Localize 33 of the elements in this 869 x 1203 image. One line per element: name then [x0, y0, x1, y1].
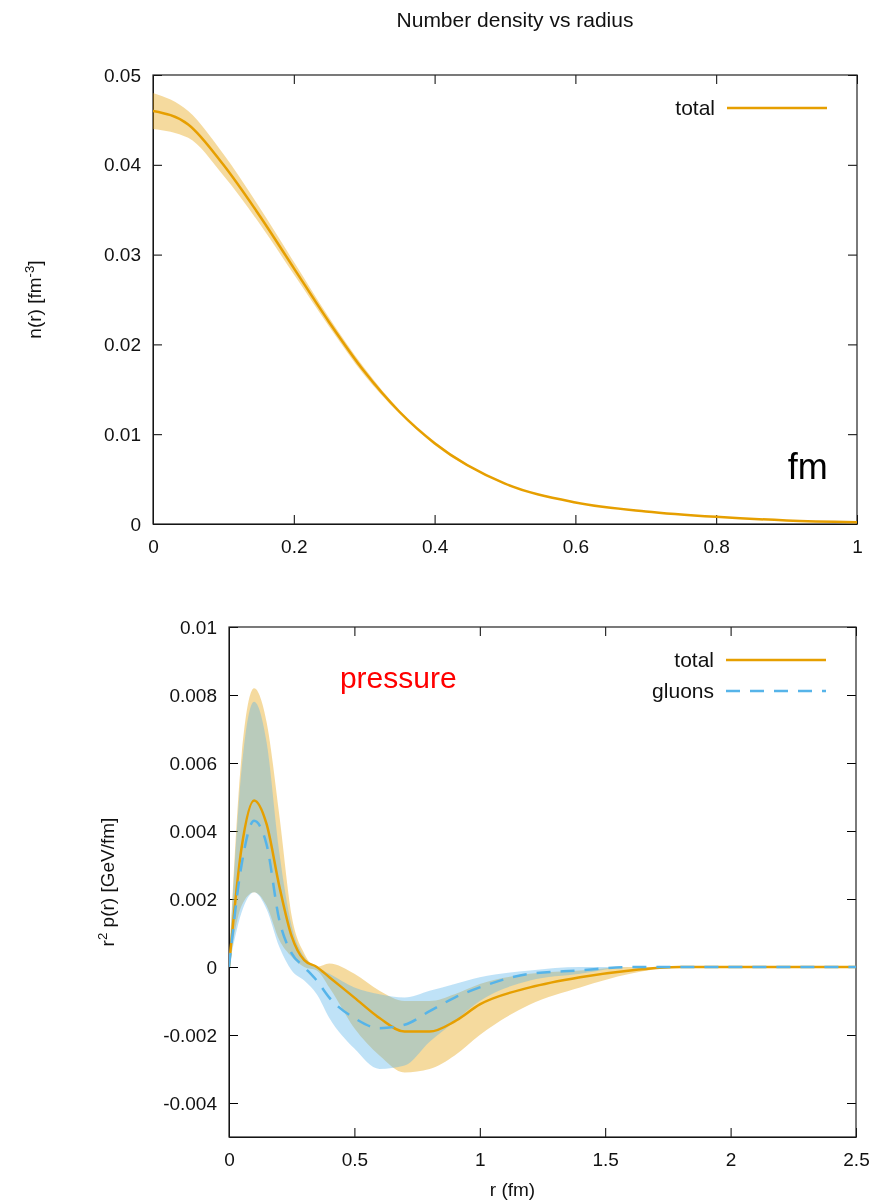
x-tick-label: 2 — [725, 1149, 737, 1171]
chart-title: Number density vs radius — [396, 8, 634, 31]
y-tick-label: 0 — [206, 956, 217, 978]
x-tick-label: 0.8 — [703, 536, 730, 558]
x-tick-label: 0 — [148, 536, 159, 558]
legend-label: gluons — [652, 679, 714, 702]
y-tick-label: 0.004 — [169, 820, 218, 842]
y-tick-label: -0.004 — [163, 1092, 218, 1114]
y-tick-label: 0.03 — [104, 244, 141, 266]
x-tick-label: 0.2 — [281, 536, 308, 558]
x-axis-title: r (fm) — [489, 1179, 536, 1200]
legend-label: total — [674, 648, 714, 671]
y-tick-label: 0.01 — [104, 423, 141, 445]
y-tick-label: 0.008 — [169, 684, 217, 706]
y-tick-label: 0.002 — [169, 888, 217, 910]
x-tick-label: 0.6 — [562, 536, 590, 558]
x-tick-label: 1 — [475, 1149, 486, 1171]
x-tick-label: 0.5 — [341, 1149, 369, 1171]
x-tick-label: 0.4 — [421, 536, 449, 558]
y-tick-label: 0.05 — [104, 64, 141, 86]
x-tick-label: 2.5 — [843, 1149, 869, 1171]
annotation: fm — [787, 446, 828, 488]
annotation: pressure — [339, 661, 457, 695]
y-tick-label: 0.02 — [104, 333, 141, 355]
y-tick-label: 0.04 — [104, 154, 142, 176]
y-tick-label: -0.002 — [163, 1024, 217, 1046]
legend-label: total — [675, 96, 715, 119]
x-tick-label: 1 — [852, 536, 863, 558]
y-tick-label: 0.006 — [169, 752, 217, 774]
y-tick-label: 0 — [130, 513, 141, 535]
y-tick-label: 0.01 — [180, 616, 217, 638]
x-tick-label: 1.5 — [592, 1149, 619, 1171]
x-tick-label: 0 — [224, 1149, 235, 1171]
